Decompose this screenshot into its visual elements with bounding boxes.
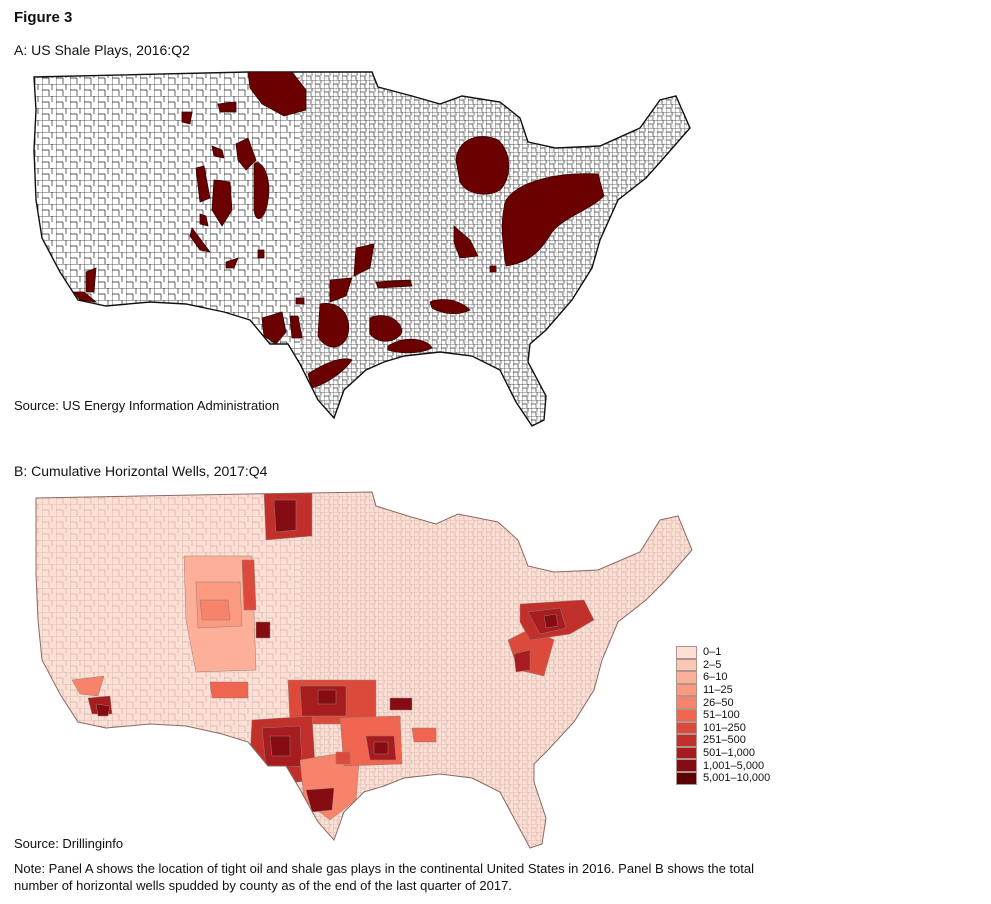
shale-play [85,267,97,293]
shale-play [225,257,239,269]
legend-label: 1,001–5,000 [703,759,765,772]
legend-swatch [676,734,697,747]
legend-swatch [676,771,697,785]
well-density-area [199,599,231,621]
legend-swatch [676,759,697,772]
legend-label: 101–250 [703,721,746,734]
well-density-area [389,697,413,711]
panel-b-source: Source: Drillinginfo [14,836,124,851]
shale-play [261,311,287,345]
shale-play [73,291,98,303]
shale-play [211,179,233,227]
legend-swatch [676,746,697,760]
well-density-area [241,559,257,611]
shale-play [369,315,403,342]
panel-a-map [33,71,691,427]
legend-label: 251–500 [703,734,746,747]
figure-note: Note: Panel A shows the location of tigh… [14,861,755,893]
shale-play [247,71,307,117]
figure-title: Figure 3 [14,9,73,26]
shale-play [329,277,353,303]
legend-item: 501–1,000 [676,746,770,760]
legend-swatch [676,683,697,697]
legend-swatch [676,708,697,722]
shale-play [307,358,353,389]
legend-item: 11–25 [676,683,770,697]
shale-play [195,165,211,203]
shale-play [235,137,257,171]
legend-swatch [676,696,697,709]
well-density-area [373,741,389,755]
well-density-area [335,751,351,765]
well-density-area [513,649,531,673]
legend-item: 26–50 [676,696,770,709]
shale-play [455,136,510,195]
panel-a-source: Source: US Energy Information Administra… [14,398,280,413]
well-density-area [71,675,105,697]
legend-item: 1,001–5,000 [676,759,770,772]
legend-item: 2–5 [676,658,770,672]
legend-label: 51–100 [703,709,740,722]
legend-label: 11–25 [703,684,733,697]
well-density-area [95,703,111,717]
well-density-area [209,681,249,699]
shale-play [253,162,270,220]
shale-play [375,279,413,289]
legend-item: 101–250 [676,721,770,735]
shale-plays [73,71,605,389]
shale-play [189,227,211,253]
legend-label: 0–1 [703,646,722,659]
legend-swatch [676,646,697,659]
well-density-area [543,613,559,629]
well-count-legend: 0–1 2–5 6–10 11–25 26–50 51–100 101–250 251–500… [676,646,770,785]
well-density-areas [71,492,595,821]
shale-play [317,303,350,348]
well-density-area [269,735,291,757]
legend-item: 251–500 [676,734,770,747]
shale-play [453,225,479,259]
legend-swatch [676,671,697,684]
well-density-area [273,499,297,533]
legend-item: 51–100 [676,708,770,722]
legend-item: 6–10 [676,671,770,684]
panel-a-title: A: US Shale Plays, 2016:Q2 [14,42,190,58]
well-density-area [305,787,335,813]
shale-play [353,243,375,277]
shale-play [387,338,433,354]
legend-label: 2–5 [703,658,722,671]
legend-label: 6–10 [703,671,728,684]
shale-play [181,111,193,125]
panel-b-map [35,491,693,849]
shale-play [489,265,497,273]
legend-swatch [676,658,697,672]
shale-play [199,213,209,227]
shale-play [429,299,471,314]
legend-item: 0–1 [676,646,770,659]
shale-play [501,173,605,267]
shale-play [295,297,305,305]
shale-play [217,101,237,113]
legend-label: 501–1,000 [703,747,755,760]
legend-swatch [676,721,697,735]
well-density-area [317,689,337,705]
legend-label: 26–50 [703,696,734,709]
legend-item: 5,001–10,000 [676,771,771,785]
well-density-area [411,727,437,743]
panel-b-title: B: Cumulative Horizontal Wells, 2017:Q4 [14,463,268,479]
legend-label: 5,001–10,000 [703,772,771,785]
shale-play [289,315,303,339]
shale-play [211,145,225,159]
well-density-area [255,621,271,639]
shale-play [257,249,265,259]
